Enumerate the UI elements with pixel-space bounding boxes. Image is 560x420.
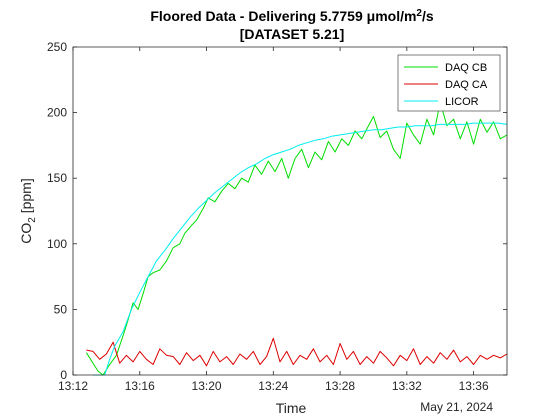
y-tick-label: 0 (60, 368, 67, 382)
series-layer (85, 101, 508, 376)
chart-title-tail: /s (422, 8, 434, 24)
legend-items: DAQ CB DAQ CA LICOR (404, 62, 488, 108)
chart-title-main: Floored Data - Delivering 5.7759 μmol/m (150, 8, 416, 24)
chart-title-line2: [DATASET 5.21] (240, 26, 345, 42)
x-axis-label: Time (276, 400, 307, 416)
legend-label-licor: LICOR (445, 96, 479, 108)
series-line-licor (93, 122, 508, 376)
x-tick-label: 13:16 (125, 379, 155, 393)
x-tick-label: 13:12 (58, 379, 88, 393)
x-axis-ticks: 13:12 13:16 13:20 13:24 13:28 13:32 13:36 (58, 47, 489, 393)
date-label: May 21, 2024 (420, 400, 493, 414)
x-tick-label: 13:24 (258, 379, 288, 393)
x-tick-label: 13:20 (192, 379, 222, 393)
legend-label-daq-cb: DAQ CB (445, 62, 487, 74)
legend-box (397, 54, 501, 112)
x-tick-label: 13:36 (459, 379, 489, 393)
y-tick-label: 150 (47, 171, 67, 185)
x-tick-label: 13:28 (325, 379, 355, 393)
y-axis-label-subscript: 2 (27, 217, 38, 223)
y-tick-label: 100 (47, 237, 67, 251)
series-line-daq-ca (86, 337, 508, 367)
chart-title-superscript: 2 (416, 8, 422, 19)
x-tick-label: 13:32 (392, 379, 422, 393)
y-axis-label: CO2 [ppm] (18, 178, 38, 243)
legend: DAQ CB DAQ CA LICOR (397, 54, 501, 112)
y-tick-label: 250 (47, 40, 67, 54)
y-axis-label-tail: [ppm] (18, 178, 34, 217)
series-line-daq-cb (85, 101, 508, 376)
y-tick-label: 200 (47, 106, 67, 120)
y-tick-label: 50 (54, 302, 68, 316)
y-axis-ticks: 0 50 100 150 200 250 (47, 40, 507, 382)
y-axis-label-main: CO (18, 223, 34, 244)
chart-title-line1: Floored Data - Delivering 5.7759 μmol/m2… (150, 8, 434, 24)
legend-label-daq-ca: DAQ CA (445, 79, 488, 91)
